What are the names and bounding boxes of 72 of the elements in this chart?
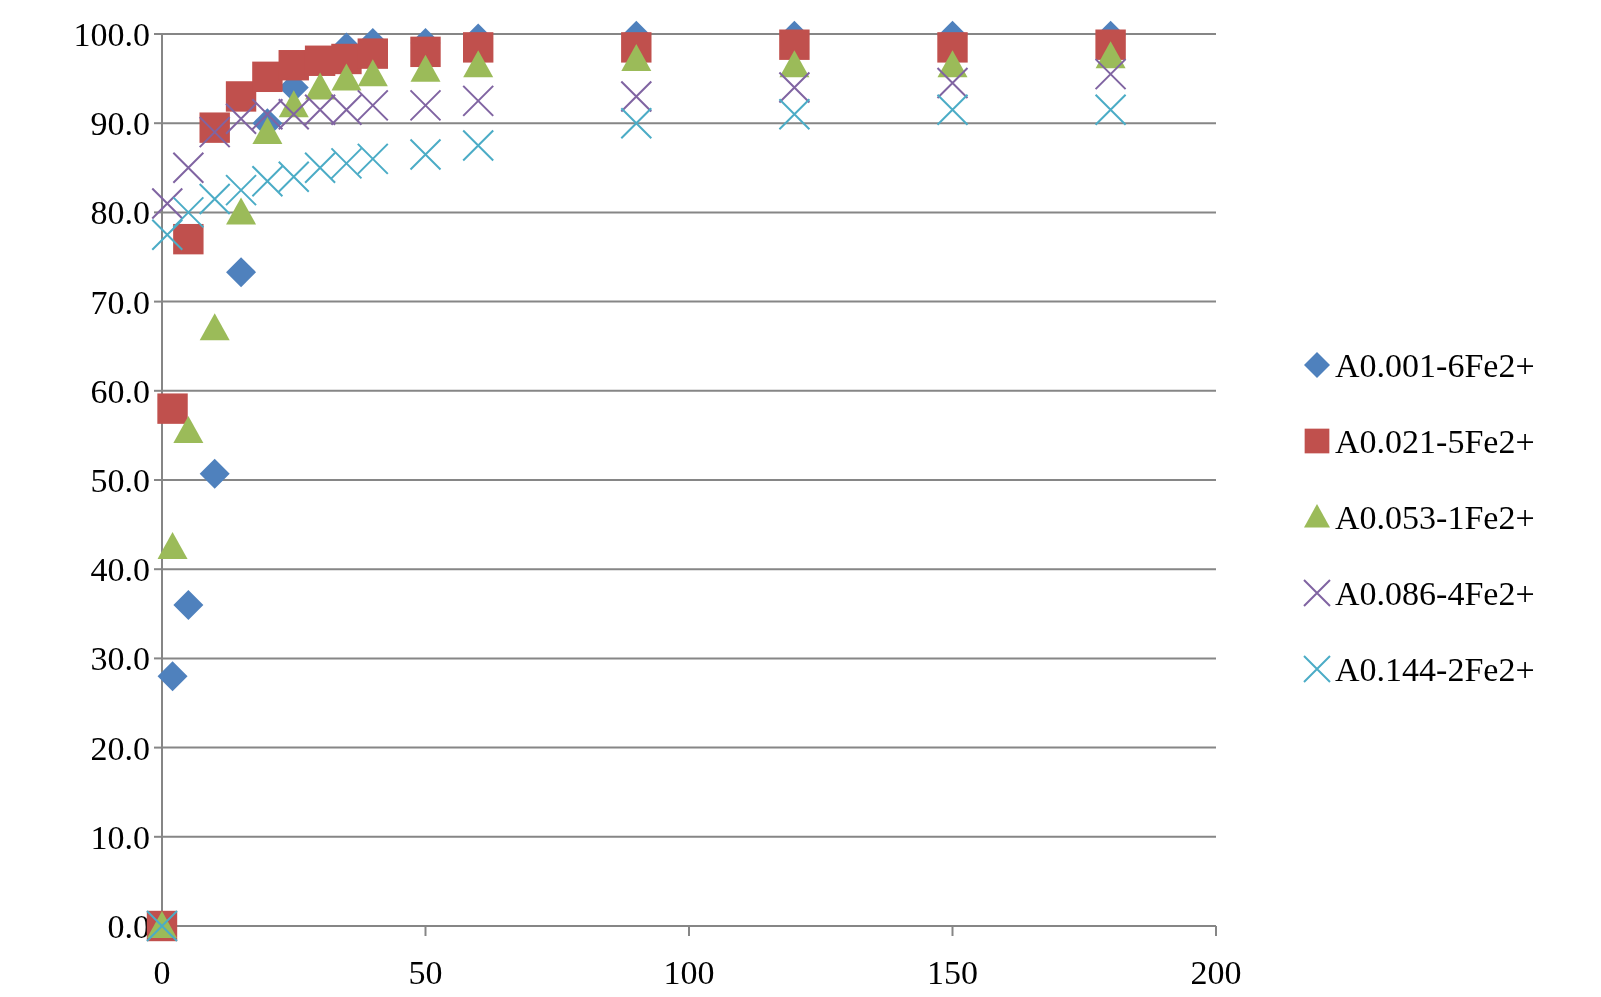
point (199, 458, 230, 489)
point (199, 313, 230, 341)
point (936, 67, 969, 100)
point (463, 32, 494, 63)
point (173, 223, 204, 255)
point (937, 32, 968, 63)
point (330, 147, 363, 180)
point (620, 80, 653, 113)
point (251, 165, 284, 198)
y-tick-label: 30.0 (90, 640, 150, 678)
point (410, 36, 441, 68)
x-tick-label: 50 (408, 954, 443, 991)
point (463, 50, 494, 78)
point (937, 50, 968, 78)
point (779, 29, 810, 60)
point (1094, 93, 1127, 126)
legend-label: A0.021-5Fe2+ (1335, 422, 1535, 460)
point (621, 43, 652, 71)
point (409, 89, 442, 122)
point (172, 151, 205, 184)
legend-label: A0.144-2Fe2+ (1335, 650, 1535, 688)
y-tick-label: 10.0 (90, 818, 150, 856)
point (1094, 58, 1127, 91)
legend-label: A0.086-4Fe2+ (1335, 574, 1535, 612)
x-tick-label: 0 (153, 954, 171, 991)
point (157, 531, 188, 559)
x-tick-label: 100 (663, 954, 715, 991)
point (277, 160, 310, 193)
point (356, 89, 389, 122)
point (462, 129, 495, 162)
point (778, 71, 811, 104)
point (1095, 41, 1126, 69)
y-tick-label: 70.0 (90, 283, 150, 321)
point (157, 661, 188, 692)
point (157, 393, 188, 424)
point (172, 196, 205, 229)
point (462, 84, 495, 117)
point (151, 187, 184, 220)
x-tick-label: 150 (927, 954, 978, 991)
point (331, 63, 362, 91)
point (356, 142, 389, 175)
legend-label: A0.053-1Fe2+ (1335, 498, 1535, 536)
point (305, 72, 336, 100)
point (225, 174, 258, 207)
point (225, 102, 258, 135)
y-tick-label: 20.0 (90, 729, 150, 767)
legend-label: A0.001-6Fe2+ (1335, 346, 1535, 384)
point (173, 415, 204, 443)
y-tick-label: 100.0 (73, 15, 150, 53)
point (173, 589, 204, 620)
y-tick-label: 60.0 (90, 372, 150, 410)
point (226, 257, 257, 288)
point (778, 98, 811, 131)
point (936, 93, 969, 126)
point (620, 107, 653, 140)
x-tick-label: 200 (1190, 954, 1242, 991)
y-tick-label: 80.0 (90, 194, 150, 232)
point (410, 54, 441, 82)
y-tick-label: 50.0 (90, 461, 150, 499)
point (252, 61, 283, 93)
point (226, 197, 257, 225)
point (357, 59, 388, 87)
y-tick-label: 40.0 (90, 551, 150, 589)
point (151, 218, 184, 251)
point (779, 50, 810, 78)
point (357, 38, 388, 69)
point (198, 183, 231, 216)
point (198, 116, 231, 149)
point (252, 117, 283, 145)
point (304, 151, 337, 184)
y-tick-label: 90.0 (90, 105, 150, 143)
point (409, 138, 442, 171)
